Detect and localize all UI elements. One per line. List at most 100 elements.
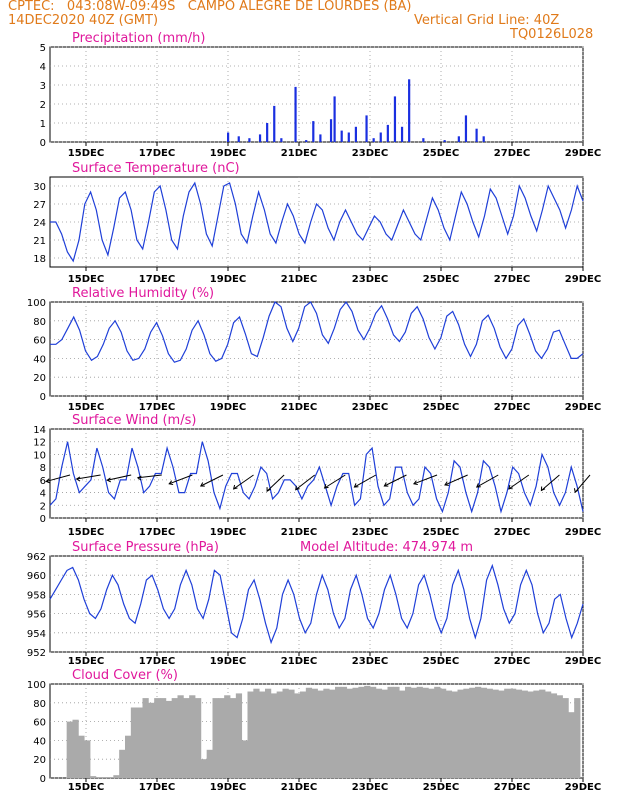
cloud-bar: [521, 690, 528, 778]
cloud-bar: [358, 686, 365, 778]
cloud-bar: [393, 686, 400, 778]
cloud-bar: [527, 691, 534, 778]
wind-arrow-head: [232, 484, 238, 490]
cloud-bar: [66, 721, 73, 778]
x-tick-label: 15DEC: [68, 782, 104, 793]
precip-bar: [227, 132, 230, 142]
cloud-bar: [323, 688, 330, 778]
x-tick-label: 23DEC: [352, 782, 388, 793]
cloud-bar: [440, 688, 447, 778]
x-tick-label: 27DEC: [494, 782, 530, 793]
x-tick-label: 21DEC: [281, 527, 317, 538]
cloud-bar: [562, 698, 569, 778]
precip-bar: [340, 130, 343, 142]
wind-arrow: [508, 474, 530, 490]
x-tick-label: 27DEC: [494, 274, 530, 285]
wind-arrow: [233, 474, 254, 490]
cloud-bar: [177, 695, 184, 778]
x-tick-label: 15DEC: [68, 274, 104, 285]
cloud-bar: [352, 687, 359, 778]
wind-arrow-head: [106, 477, 112, 483]
y-tick-label: 40: [33, 354, 46, 365]
cloud-bar: [375, 688, 383, 778]
wind-arrow-head: [444, 481, 449, 486]
cloud-bar: [311, 688, 318, 778]
cloud-bar: [457, 689, 464, 778]
cloud-bar: [475, 686, 482, 778]
wind-arrow-head: [508, 484, 513, 490]
wind-arrow: [541, 474, 560, 491]
cloud-bar: [329, 689, 336, 778]
x-tick-label: 21DEC: [281, 274, 317, 285]
wind-arrow: [200, 474, 224, 487]
panel-annotation: Model Altitude: 474.974 m: [300, 540, 473, 555]
cloud-bar: [206, 749, 213, 778]
x-tick-label: 25DEC: [423, 402, 459, 413]
wind-arrow-head: [383, 482, 389, 487]
header-date: 14DEC2020 40Z (GMT): [8, 13, 159, 28]
y-tick-label: 100: [27, 680, 46, 691]
cloud-bar: [241, 740, 248, 778]
y-tick-label: 100: [27, 298, 46, 309]
x-tick-label: 25DEC: [423, 274, 459, 285]
cloud-bar: [119, 749, 126, 778]
x-tick-label: 25DEC: [423, 782, 459, 793]
cloud-bar: [504, 688, 511, 778]
cloud-bar: [515, 689, 523, 778]
precip-bar: [258, 134, 262, 142]
y-tick-label: 954: [27, 629, 46, 640]
series-line: [49, 441, 584, 514]
x-tick-label: 21DEC: [281, 402, 317, 413]
y-tick-label: 10: [33, 450, 46, 461]
wind-arrow: [354, 474, 377, 488]
precip-bar: [365, 115, 368, 142]
precip-bar: [386, 124, 389, 142]
cloud-bar: [130, 707, 138, 778]
x-tick-label: 15DEC: [68, 527, 104, 538]
cloud-bar: [165, 700, 173, 778]
y-tick-label: 0: [40, 514, 46, 525]
precip-bar: [273, 105, 276, 142]
x-tick-label: 15DEC: [68, 148, 104, 159]
cloud-bar: [113, 775, 120, 778]
header-grid-line: Vertical Grid Line: 40Z: [414, 13, 560, 28]
cloud-bar: [200, 759, 208, 778]
panel-title: Cloud Cover (%): [72, 668, 178, 683]
cloud-bar: [183, 698, 190, 778]
x-tick-label: 29DEC: [565, 527, 601, 538]
wind-arrow-head: [168, 480, 174, 486]
wind-arrow: [107, 474, 132, 481]
cloud-bar: [78, 735, 85, 778]
cloud-bar: [340, 686, 348, 778]
cloud-bar: [300, 691, 307, 778]
x-tick-label: 19DEC: [210, 274, 246, 285]
x-tick-label: 29DEC: [565, 782, 601, 793]
panel-title: Surface Wind (m/s): [72, 413, 196, 428]
panel-title: Precipitation (mm/h): [72, 31, 205, 46]
cloud-bar: [364, 685, 371, 778]
precip-bar: [354, 126, 357, 142]
y-tick-label: 14: [33, 425, 46, 436]
wind-arrow-head: [412, 480, 418, 486]
cloud-bar: [469, 687, 476, 778]
cloud-bar: [84, 740, 91, 778]
precip-bar: [408, 79, 411, 142]
x-tick-label: 21DEC: [281, 148, 317, 159]
cloud-bar: [95, 777, 103, 778]
cloud-bar: [533, 690, 540, 778]
wind-arrow-head: [266, 487, 271, 492]
cloud-bar: [90, 776, 97, 778]
precip-bar: [457, 136, 460, 142]
cloud-bar: [556, 695, 563, 778]
x-tick-label: 27DEC: [494, 527, 530, 538]
cloud-bar: [428, 688, 435, 778]
cloud-bar: [265, 688, 272, 778]
wind-arrow: [444, 474, 468, 486]
cloud-bar: [247, 691, 254, 778]
cloud-bar: [410, 687, 418, 778]
wind-arrow-head: [295, 485, 300, 491]
wind-arrow-head: [323, 484, 329, 489]
cloud-bar: [346, 688, 353, 778]
cloud-bar: [498, 690, 505, 778]
cloud-bar: [218, 698, 225, 778]
